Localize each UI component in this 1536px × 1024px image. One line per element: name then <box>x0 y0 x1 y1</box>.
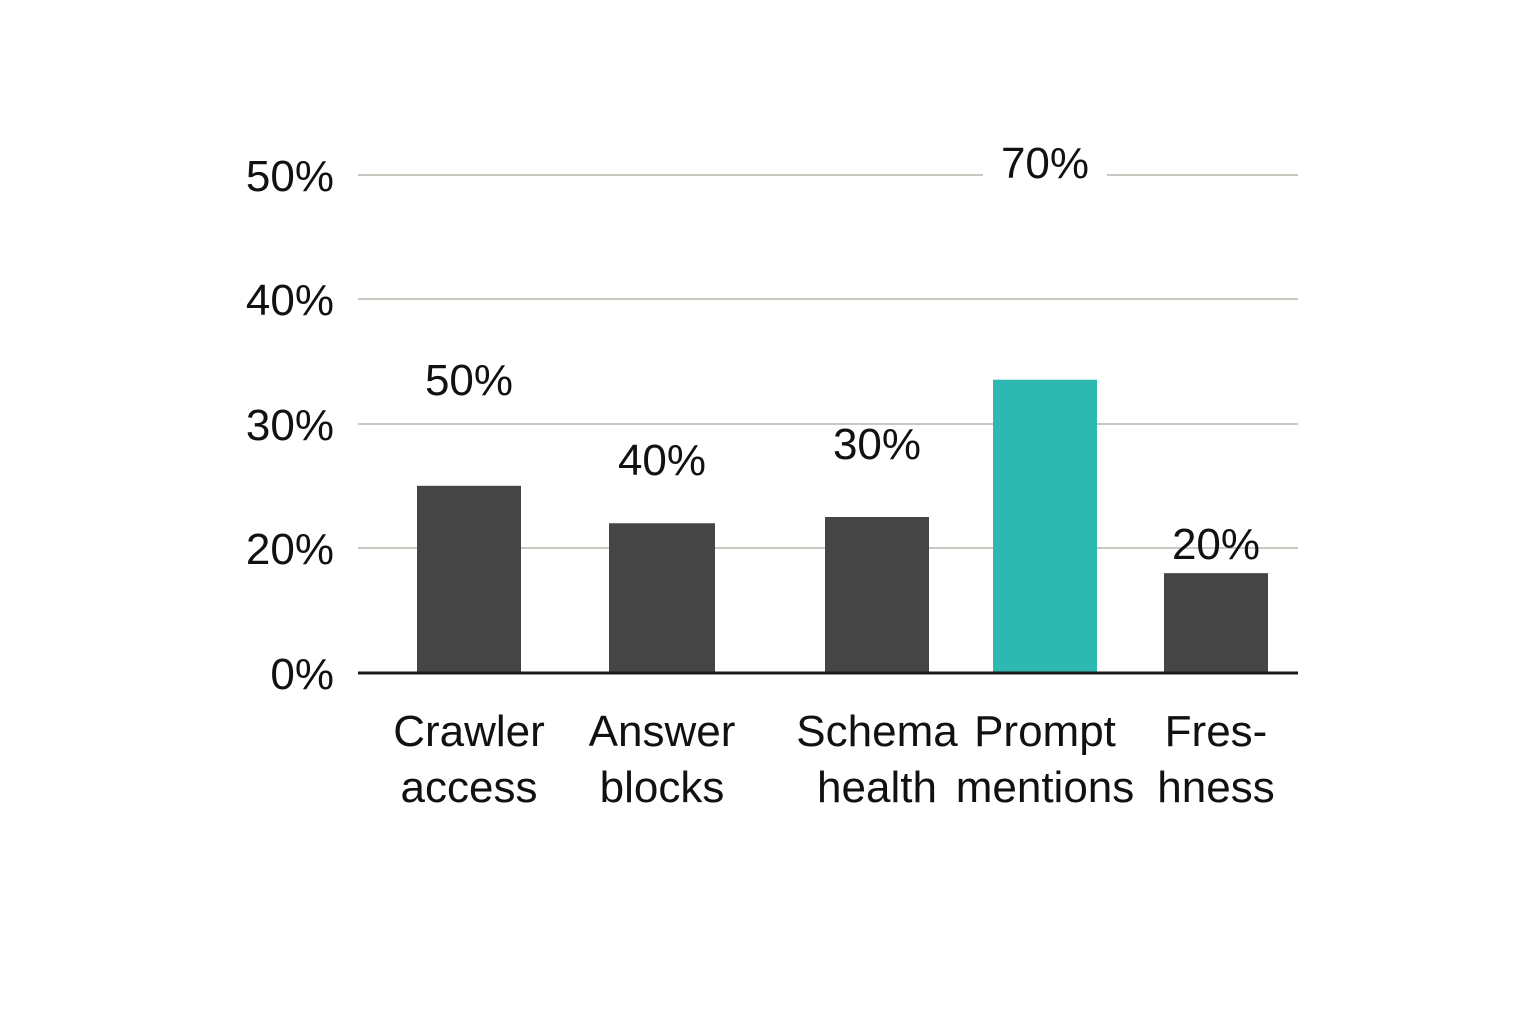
category-labels: Crawler access Answer blocks Schema health Pro… <box>393 707 1275 812</box>
data-labels: 50% 40% 30% 70% 20% <box>425 139 1260 569</box>
data-label: 20% <box>1172 520 1260 569</box>
y-tick-label: 50% <box>246 152 334 201</box>
bars <box>417 379 1268 673</box>
data-label: 30% <box>833 420 921 469</box>
bar <box>825 517 929 673</box>
bar <box>1164 573 1268 673</box>
x-category-label: mentions <box>956 763 1135 812</box>
data-label: 70% <box>1001 139 1089 188</box>
x-category-label: Fres- <box>1165 707 1268 756</box>
bar <box>609 523 715 673</box>
x-category-label: Schema <box>796 707 958 756</box>
data-label: 50% <box>425 356 513 405</box>
bar <box>417 485 521 673</box>
x-category-label: Prompt <box>974 707 1116 756</box>
gridlines <box>358 150 1298 549</box>
label-mask <box>983 150 1107 194</box>
y-tick-label: 20% <box>246 525 334 574</box>
x-category-label: access <box>401 763 538 812</box>
data-label: 40% <box>618 436 706 485</box>
x-category-label: health <box>817 763 937 812</box>
x-category-label: hness <box>1157 763 1274 812</box>
y-tick-label: 40% <box>246 276 334 325</box>
x-category-label: blocks <box>600 763 725 812</box>
y-tick-label: 0% <box>270 650 334 699</box>
bar-highlighted <box>993 379 1097 673</box>
x-category-label: Crawler <box>393 707 545 756</box>
x-category-label: Answer <box>589 707 736 756</box>
y-axis-tick-labels: 0% 20% 30% 40% 50% <box>246 152 334 699</box>
y-tick-label: 30% <box>246 401 334 450</box>
